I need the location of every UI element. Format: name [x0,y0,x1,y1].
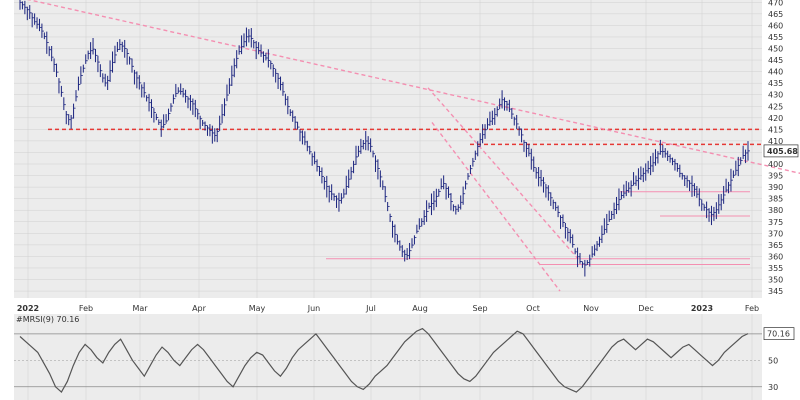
price-panel [14,0,762,298]
date-tick-label: 2023 [691,304,713,313]
price-tick-label: 465 [768,10,783,19]
price-tick-label: 395 [768,172,783,181]
price-tick-label: 365 [768,241,783,250]
price-tick-label: 380 [768,206,783,215]
date-tick-label: Feb [79,304,93,313]
last-price-label: 405.68 [767,147,798,156]
date-tick-label: Jun [307,304,321,313]
rsi-value-label: 70.16 [767,330,790,339]
rsi-panel [14,314,762,400]
price-tick-label: 400 [768,160,783,169]
date-tick-label: Jul [365,304,376,313]
trendline [427,87,581,262]
price-tick-label: 415 [768,125,783,134]
price-tick-label: 390 [768,183,783,192]
date-tick-label: 2022 [17,304,39,313]
rsi-line [19,327,749,394]
price-tick-label: 425 [768,102,783,111]
rsi-indicator: 30 50 70.16 [14,327,795,394]
date-tick-label: Aug [412,304,428,313]
price-tick-label: 345 [768,287,783,296]
trendline [431,122,561,292]
price-tick-label: 420 [768,114,783,123]
price-tick-label: 360 [768,252,783,261]
price-tick-label: 355 [768,264,783,273]
date-tick-label: Nov [583,304,599,313]
trendline [27,0,800,174]
price-tick-label: 440 [768,68,783,77]
price-tick-label: 410 [768,137,783,146]
price-tick-label: 450 [768,45,783,54]
price-tick-label: 430 [768,91,783,100]
price-tick-label: 470 [768,0,783,7]
price-tick-label: 460 [768,21,783,30]
price-tick-label: 455 [768,33,783,42]
date-tick-label: Apr [192,304,207,313]
date-tick-label: Mar [132,304,148,313]
price-bars [19,0,750,277]
trendlines [27,0,800,292]
price-axis: 3453503553603653703753803853903954004054… [763,0,799,296]
last-price-tag [763,144,799,158]
date-tick-label: Sep [472,304,487,313]
price-tick-label: 435 [768,79,783,88]
price-tick-label: 385 [768,195,783,204]
price-tick-label: 375 [768,218,783,227]
rsi-value-tag [763,327,795,340]
rsi-tick-label: 50 [768,356,778,365]
date-tick-label: May [249,304,266,313]
date-tick-label: Feb [745,304,759,313]
price-tick-label: 445 [768,56,783,65]
date-tick-label: Dec [638,304,653,313]
rsi-tick-label: 30 [768,383,778,392]
price-tick-label: 350 [768,276,783,285]
date-axis: 2022 Feb Mar Apr May Jun Jul Aug Sep Oct Nov Dec 202… [17,304,759,313]
date-tick-label: Oct [526,304,540,313]
rsi-label: #MRSI(9) 70.16 [16,315,79,324]
price-tick-label: 370 [768,229,783,238]
